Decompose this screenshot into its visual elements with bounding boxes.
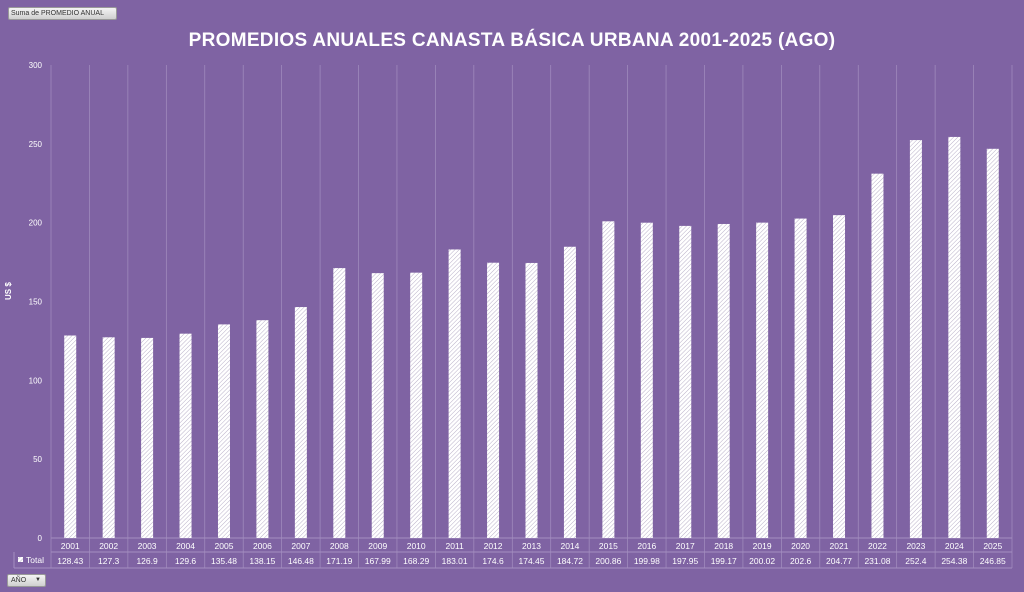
bar-2002 [102, 337, 115, 538]
bar-2004 [179, 333, 192, 538]
x-tick-label: 2010 [407, 541, 426, 551]
data-table-value: 246.85 [980, 556, 1006, 566]
data-table-value: 184.72 [557, 556, 583, 566]
y-tick-label: 200 [29, 219, 43, 228]
x-tick-label: 2007 [291, 541, 310, 551]
x-tick-label: 2022 [868, 541, 887, 551]
data-table-value: 200.02 [749, 556, 775, 566]
y-tick-label: 0 [38, 534, 43, 543]
data-table-value: 128.43 [57, 556, 83, 566]
x-tick-label: 2024 [945, 541, 964, 551]
data-table-value: 138.15 [249, 556, 275, 566]
bar-2010 [410, 272, 423, 538]
data-table-value: 199.98 [634, 556, 660, 566]
x-tick-label: 2003 [138, 541, 157, 551]
data-table-value: 135.48 [211, 556, 237, 566]
bar-2020 [794, 218, 807, 539]
data-table-value: 231.08 [864, 556, 890, 566]
bar-2022 [871, 173, 884, 538]
year-filter-label: AÑO [11, 577, 27, 584]
bar-2009 [371, 273, 384, 538]
x-tick-label: 2013 [522, 541, 541, 551]
data-table-value: 252.4 [905, 556, 927, 566]
bar-2021 [833, 215, 846, 538]
bar-2017 [679, 225, 692, 538]
legend-key [18, 557, 23, 562]
y-tick-label: 300 [29, 61, 43, 70]
bar-2024 [948, 136, 961, 538]
bar-2003 [141, 337, 154, 538]
x-tick-label: 2019 [753, 541, 772, 551]
data-table-value: 197.95 [672, 556, 698, 566]
x-tick-label: 2021 [830, 541, 849, 551]
chevron-down-icon: ▼ [35, 577, 41, 583]
x-tick-label: 2015 [599, 541, 618, 551]
data-table-value: 126.9 [136, 556, 158, 566]
x-tick-label: 2005 [215, 541, 234, 551]
data-table-value: 199.17 [711, 556, 737, 566]
chart-title: PROMEDIOS ANUALES CANASTA BÁSICA URBANA … [188, 30, 836, 51]
x-tick-label: 2014 [560, 541, 579, 551]
x-tick-label: 2023 [906, 541, 925, 551]
bar-2006 [256, 320, 269, 538]
x-tick-label: 2018 [714, 541, 733, 551]
bar-2007 [294, 307, 307, 538]
data-table-value: 254.38 [941, 556, 967, 566]
data-table-value: 168.29 [403, 556, 429, 566]
data-table-value: 200.86 [595, 556, 621, 566]
bar-2018 [717, 223, 730, 539]
y-tick-label: 50 [33, 455, 42, 464]
x-tick-label: 2002 [99, 541, 118, 551]
bar-2008 [333, 268, 346, 538]
data-table-value: 204.77 [826, 556, 852, 566]
bar-2012 [487, 262, 500, 538]
y-tick-label: 250 [29, 140, 43, 149]
data-table-value: 171.19 [326, 556, 352, 566]
x-tick-label: 2017 [676, 541, 695, 551]
bar-2013 [525, 262, 538, 538]
x-tick-label: 2006 [253, 541, 272, 551]
x-tick-label: 2008 [330, 541, 349, 551]
bar-2001 [64, 335, 77, 538]
x-tick-label: 2004 [176, 541, 195, 551]
bar-2019 [756, 222, 769, 538]
data-table-value: 174.45 [519, 556, 545, 566]
x-tick-label: 2016 [637, 541, 656, 551]
x-tick-label: 2001 [61, 541, 80, 551]
y-tick-label: 150 [29, 298, 43, 307]
bar-2025 [986, 148, 999, 538]
data-table-value: 167.99 [365, 556, 391, 566]
table-row-label: Total [26, 555, 44, 565]
bar-2016 [640, 222, 653, 539]
data-table-value: 183.01 [442, 556, 468, 566]
y-tick-label: 100 [29, 376, 43, 385]
field-button[interactable]: Suma de PROMEDIO ANUAL [8, 7, 117, 20]
x-tick-label: 2009 [368, 541, 387, 551]
data-table-value: 174.6 [482, 556, 504, 566]
x-tick-label: 2012 [484, 541, 503, 551]
bar-2015 [602, 221, 615, 538]
bar-2005 [217, 324, 230, 538]
x-tick-label: 2011 [445, 541, 464, 551]
x-tick-label: 2020 [791, 541, 810, 551]
year-filter-dropdown[interactable]: AÑO ▼ [7, 574, 46, 587]
x-tick-label: 2025 [983, 541, 1002, 551]
data-table-value: 127.3 [98, 556, 120, 566]
bar-2011 [448, 249, 461, 539]
data-table-value: 202.6 [790, 556, 812, 566]
bar-2023 [909, 140, 922, 539]
data-table-value: 146.48 [288, 556, 314, 566]
bar-2014 [563, 246, 576, 539]
data-table-value: 129.6 [175, 556, 197, 566]
